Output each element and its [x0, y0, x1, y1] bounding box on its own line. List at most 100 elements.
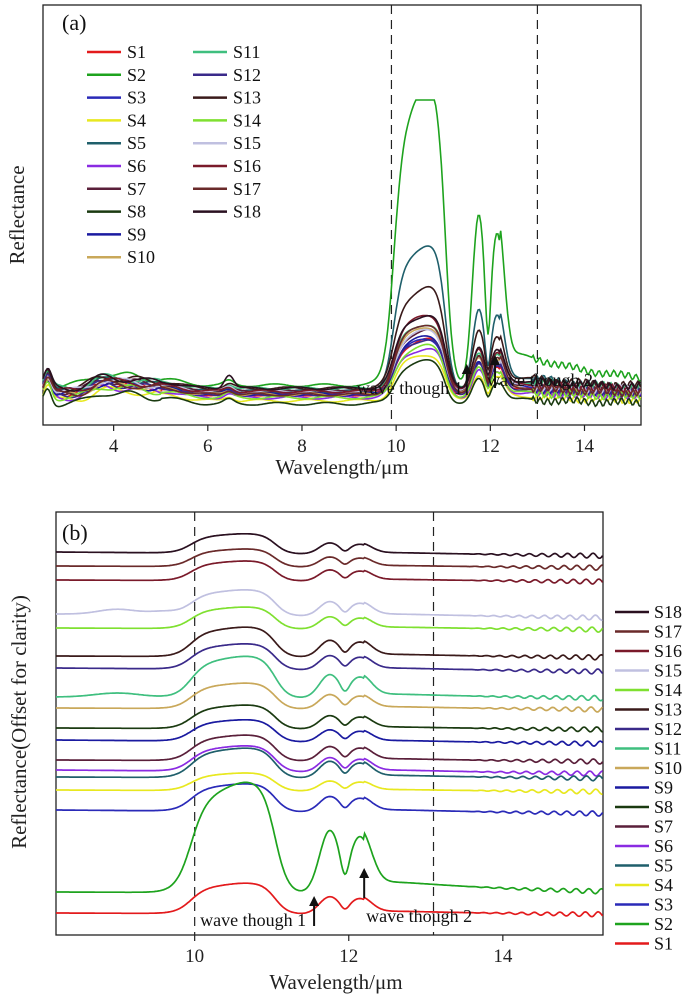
panel-a-legend-item-S5: S5 [87, 133, 146, 153]
panel-b-legend-item-S17: S17 [615, 622, 682, 642]
panel-b-tag: (b) [62, 520, 88, 545]
panel-b-series-S5 [56, 747, 604, 782]
panel-b-legend-item-S13: S13 [615, 700, 682, 720]
panel-a-legend-label-S6: S6 [127, 156, 146, 176]
panel-a-tag: (a) [62, 10, 86, 35]
panel-b-legend-label-S5: S5 [654, 856, 673, 876]
panel-b-legend-item-S5: S5 [615, 856, 673, 876]
panel-b-legend-item-S6: S6 [615, 836, 673, 856]
panel-b-xtick-label-12: 12 [339, 946, 358, 967]
panel-a-annotation-1: wave though 1 [357, 378, 463, 398]
panel-b-xtick-label-14: 14 [493, 946, 513, 967]
panel-b-legend-label-S7: S7 [654, 817, 673, 837]
panel-a-legend-label-S15: S15 [233, 133, 261, 153]
panel-a-legend-label-S14: S14 [233, 110, 261, 130]
panel-b-legend-label-S6: S6 [654, 836, 673, 856]
panel-b-series-S1 [56, 882, 604, 918]
panel-b-legend-label-S15: S15 [654, 661, 682, 681]
panel-a-legend-label-S9: S9 [127, 224, 146, 244]
panel-b-legend-label-S3: S3 [654, 895, 673, 915]
panel-a-legend-label-S18: S18 [233, 202, 261, 222]
panel-b-legend-item-S2: S2 [615, 914, 673, 934]
panel-b-series-S9 [56, 718, 604, 747]
panel-b-series-S14 [56, 606, 604, 633]
panel-a-frame [42, 4, 642, 426]
panel-b-legend-item-S15: S15 [615, 661, 682, 681]
panel-b-series-S2 [56, 781, 603, 895]
panel-b-xlabel: Wavelength/μm [269, 970, 402, 994]
panel-b-series-S7 [56, 734, 604, 765]
panel-a-legend-label-S2: S2 [127, 65, 146, 85]
panel-a-legend-label-S16: S16 [233, 156, 261, 176]
panel-b-legend-label-S13: S13 [654, 700, 682, 720]
panel-b-legend-item-S1: S1 [615, 934, 673, 954]
panel-b-legend-item-S7: S7 [615, 817, 673, 837]
panel-a-arrowhead-2 [490, 355, 501, 365]
panel-b-series-S16 [56, 560, 604, 585]
panel-a-legend-item-S4: S4 [87, 110, 146, 130]
panel-a-legend-label-S17: S17 [233, 179, 261, 199]
panel-a-xtick-label-10: 10 [387, 436, 406, 457]
panel-a-legend-item-S12: S12 [193, 65, 261, 85]
panel-b-annotation-2: wave though 2 [366, 906, 472, 926]
panel-b-series-S3 [56, 783, 604, 817]
panel-b-legend-label-S2: S2 [654, 914, 673, 934]
panel-a-legend-label-S12: S12 [233, 65, 261, 85]
panel-b-legend-label-S4: S4 [654, 875, 673, 895]
panel-b-arrowhead-1 [309, 896, 320, 906]
panel-a-series-S16 [42, 314, 642, 395]
panel-a-legend-item-S13: S13 [193, 88, 261, 108]
panel-b-series-S10 [56, 682, 604, 713]
panel-a-legend-label-S4: S4 [127, 110, 146, 130]
panel-b-legend-item-S9: S9 [615, 778, 673, 798]
panel-a-legend-label-S8: S8 [127, 202, 146, 222]
panel-a-legend-label-S5: S5 [127, 133, 146, 153]
panel-a-legend-item-S10: S10 [87, 247, 155, 267]
panel-a-legend-item-S3: S3 [87, 88, 146, 108]
panel-a-legend-label-S3: S3 [127, 88, 146, 108]
panel-b-legend-label-S18: S18 [654, 602, 682, 622]
panel-a-legend-item-S18: S18 [193, 202, 261, 222]
panel-b-series-S11 [56, 655, 604, 702]
panel-a-legend-label-S7: S7 [127, 179, 146, 199]
panel-b-ylabel: Reflectance(Offset for clarity) [7, 595, 31, 849]
panel-b-arrowhead-2 [359, 868, 370, 878]
panel-b-series-S8 [56, 704, 604, 733]
panel-b-legend-item-S10: S10 [615, 758, 682, 778]
panel-b-legend-item-S14: S14 [615, 680, 682, 700]
panel-b-legend-label-S16: S16 [654, 641, 682, 661]
panel-b-legend-item-S11: S11 [615, 739, 681, 759]
panel-a-legend-item-S6: S6 [87, 156, 146, 176]
panel-a-legend-item-S1: S1 [87, 42, 146, 62]
panel-b-series-S4 [56, 772, 603, 796]
panel-a-legend-label-S1: S1 [127, 42, 146, 62]
panel-a-series-S17 [42, 324, 642, 398]
panel-a-xlabel: Wavelength/μm [275, 455, 408, 479]
panel-a-series-S8 [42, 359, 641, 408]
panel-a-series-S18 [42, 315, 642, 392]
panel-a-xtick-label-4: 4 [109, 436, 119, 457]
panel-a-ylabel: Reflectance [5, 165, 29, 264]
panel-b-series-S15 [56, 589, 603, 622]
panel-b-legend-item-S3: S3 [615, 895, 673, 915]
panel-a-xtick-label-14: 14 [575, 436, 595, 457]
panel-b-frame [55, 511, 604, 936]
panel-b-legend-label-S14: S14 [654, 680, 682, 700]
panel-a-legend-item-S7: S7 [87, 179, 146, 199]
panel-b-legend-label-S11: S11 [654, 739, 681, 759]
panel-b-legend-item-S16: S16 [615, 641, 682, 661]
panel-b-series-S18 [56, 532, 604, 560]
panel-b-xtick-label-10: 10 [185, 946, 204, 967]
panel-a-arrowhead-1 [461, 364, 472, 374]
panel-b-legend-label-S10: S10 [654, 758, 682, 778]
panel-a-legend-item-S9: S9 [87, 224, 146, 244]
panel-a-legend-label-S13: S13 [233, 88, 261, 108]
panel-a-xtick-label-6: 6 [203, 436, 213, 457]
panel-b-legend-label-S17: S17 [654, 622, 682, 642]
panel-b-legend-label-S9: S9 [654, 778, 673, 798]
panel-a-legend-item-S14: S14 [193, 110, 261, 130]
panel-b-legend-label-S1: S1 [654, 934, 673, 954]
panel-a-xtick-label-12: 12 [481, 436, 500, 457]
panel-b-series-S17 [56, 548, 603, 571]
